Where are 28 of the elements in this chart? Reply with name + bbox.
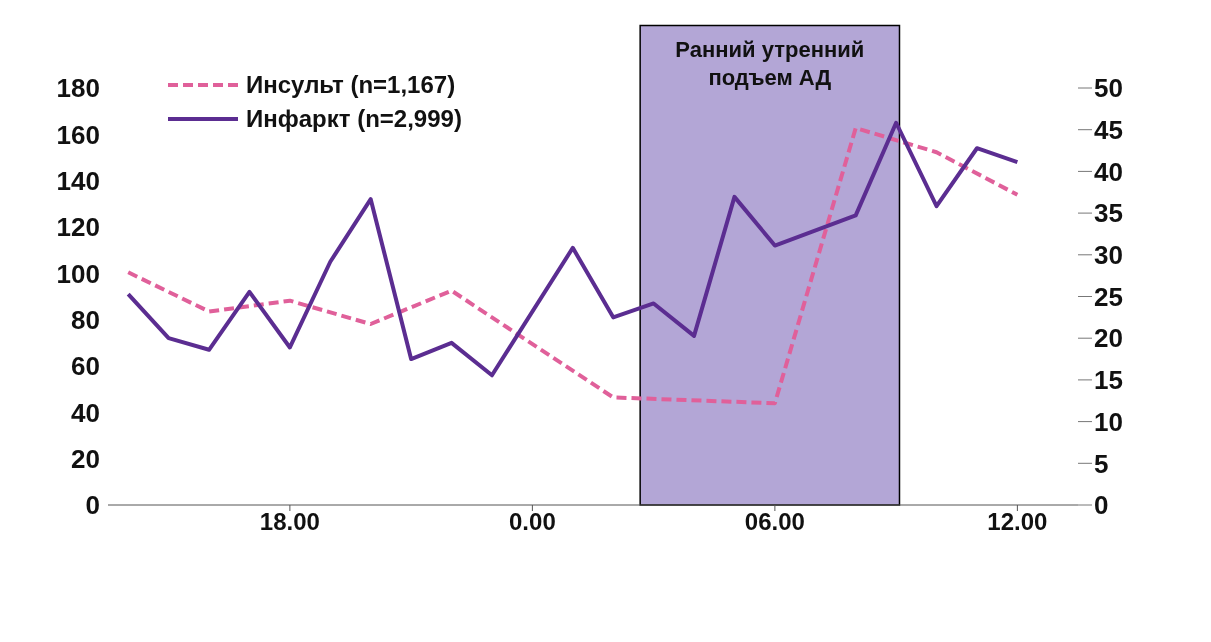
y-tick-label: 60 [71, 351, 100, 382]
y2-tick-label: 30 [1094, 240, 1123, 271]
band-label: Ранний утренний подъем АД [675, 37, 865, 91]
y2-tick-label: 50 [1094, 73, 1123, 104]
y-tick-label: 160 [56, 119, 100, 150]
y2-tick-label: 40 [1094, 156, 1123, 187]
x-tick-label: 18.00 [259, 508, 320, 536]
y2-tick-label: 35 [1094, 198, 1123, 229]
y-tick-label: 180 [56, 73, 100, 104]
legend-label: Инфаркт (n=2,999) [246, 104, 462, 134]
y-tick-label: 140 [56, 165, 100, 196]
y-tick-label: 100 [56, 258, 100, 289]
x-tick-label: 0.00 [509, 508, 556, 536]
legend-label: Инсульт (n=1,167) [246, 70, 456, 100]
y2-tick-label: 20 [1094, 323, 1123, 354]
y2-tick-label: 10 [1094, 406, 1123, 437]
x-tick-label: 12.00 [987, 508, 1048, 536]
y-tick-label: 20 [71, 443, 100, 474]
y-tick-label: 40 [71, 397, 100, 428]
y-tick-label: 120 [56, 212, 100, 243]
x-tick-label: 06.00 [744, 508, 805, 536]
y2-tick-label: 0 [1094, 490, 1109, 521]
y-tick-label: 0 [85, 490, 100, 521]
y2-tick-label: 15 [1094, 365, 1123, 396]
y2-tick-label: 5 [1094, 448, 1109, 479]
y-tick-label: 80 [71, 304, 100, 335]
y2-tick-label: 45 [1094, 114, 1123, 145]
y2-tick-label: 25 [1094, 281, 1123, 312]
